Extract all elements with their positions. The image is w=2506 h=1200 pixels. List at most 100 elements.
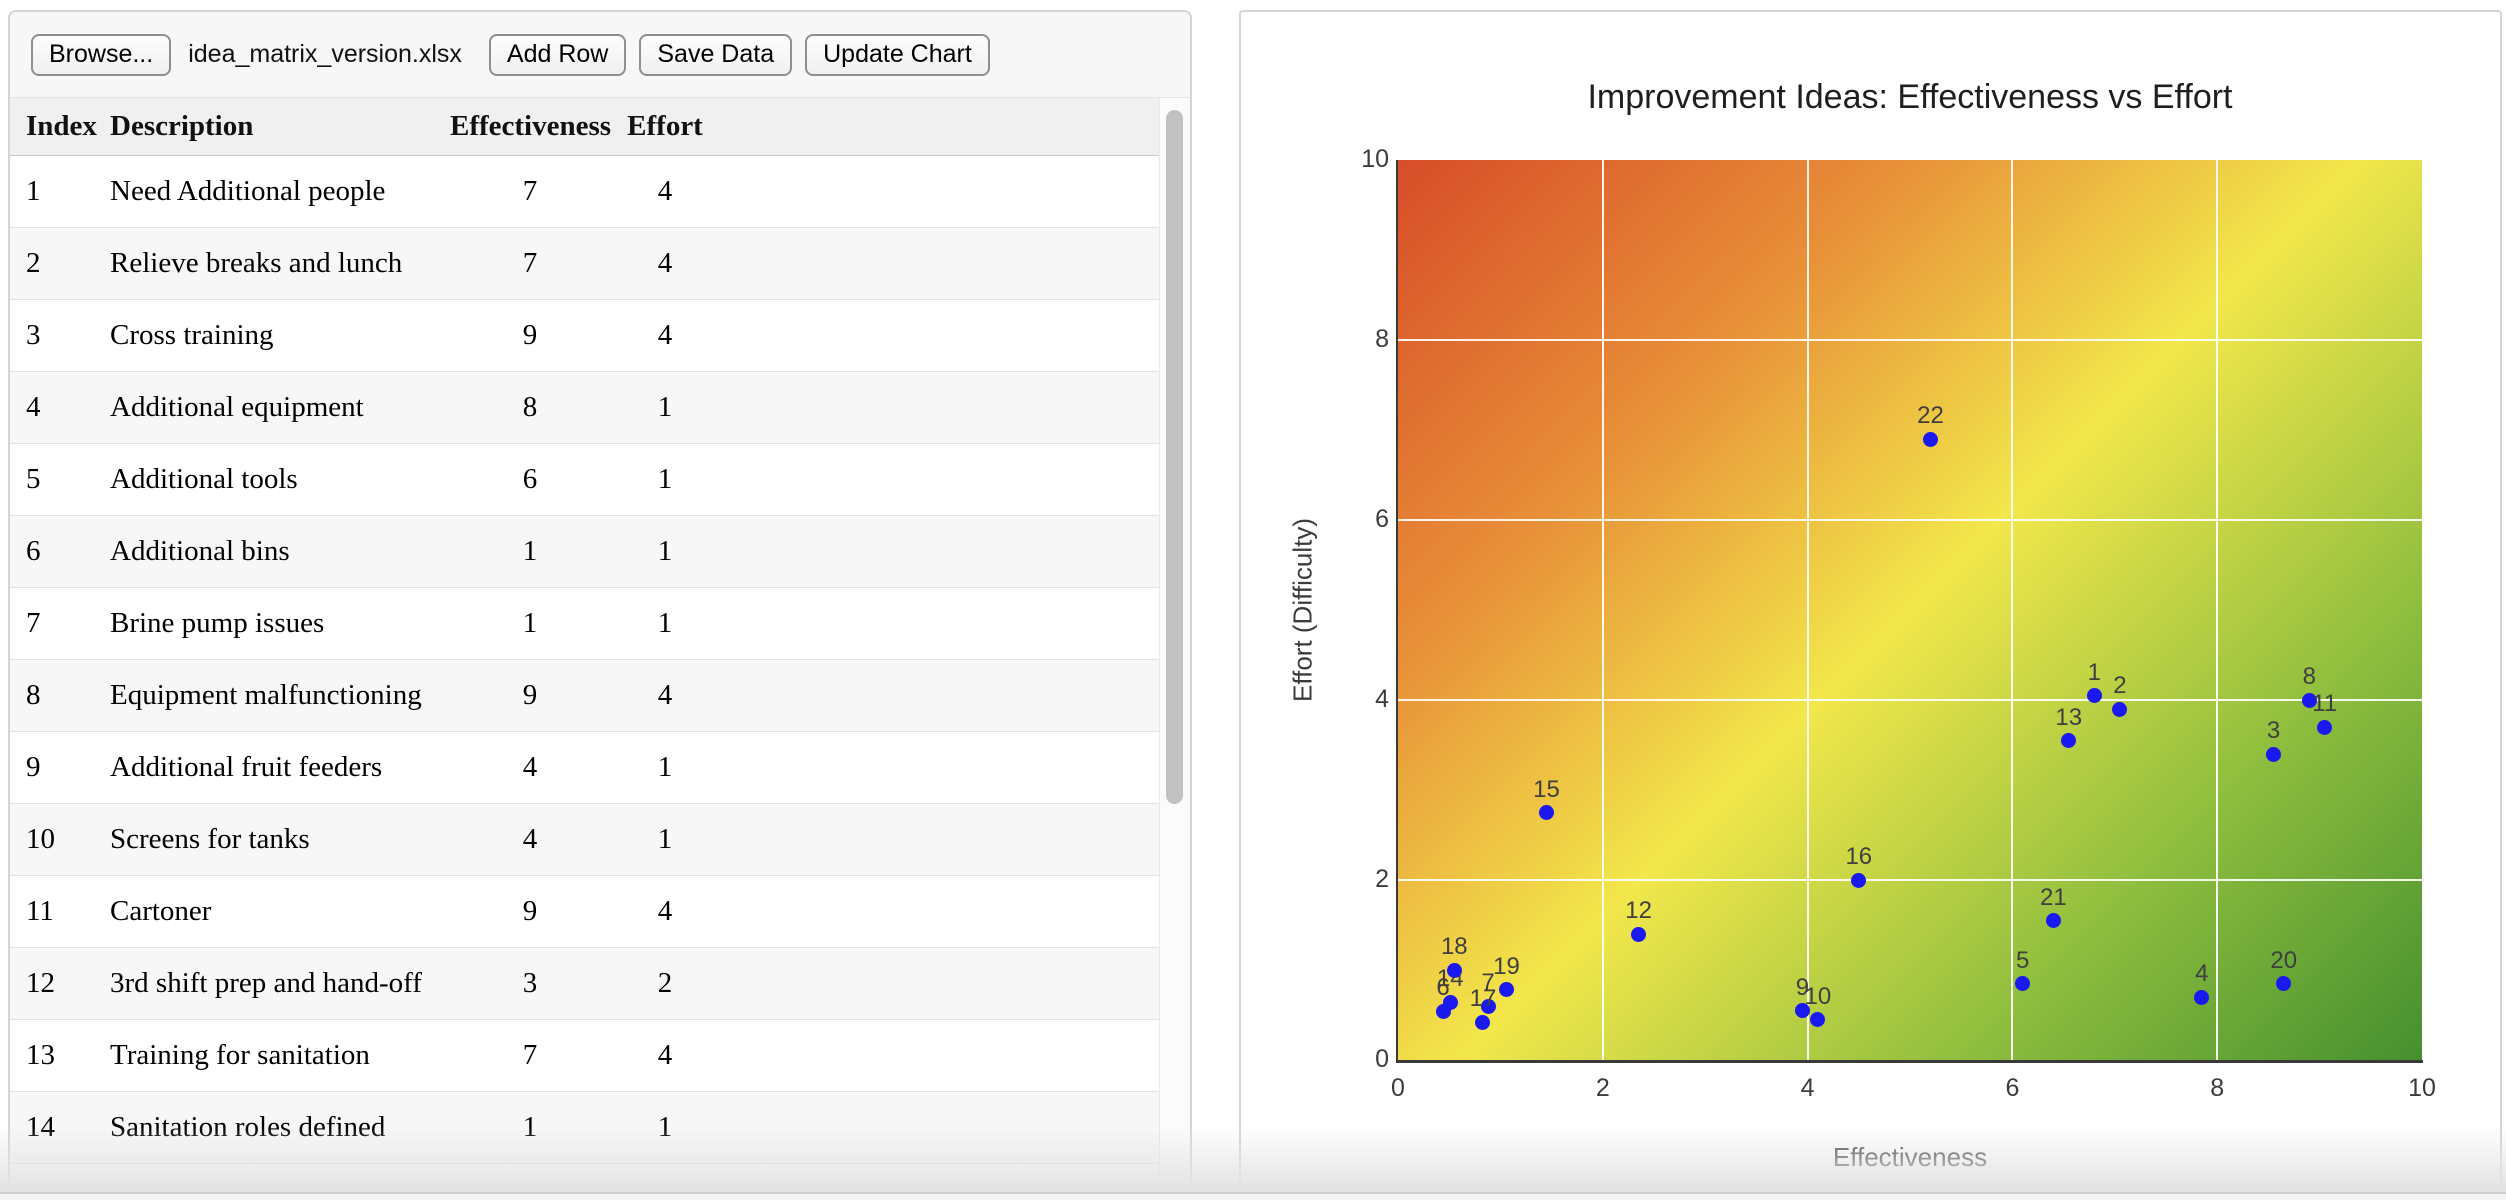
column-header-effectiveness: Effectiveness — [450, 110, 612, 142]
scatter-point-label-10: 10 — [1804, 982, 1832, 1010]
table-row[interactable]: 3 Cross training 9 4 — [10, 300, 1164, 372]
gridline-horizontal — [1398, 699, 2422, 701]
scatter-point-label-18: 18 — [1440, 933, 1468, 960]
cell-effort: 2 — [657, 967, 673, 999]
x-axis-spine — [1396, 1060, 2423, 1063]
cell-effectiveness: 9 — [522, 319, 538, 351]
filename-label: idea_matrix_version.xlsx — [188, 40, 462, 68]
table-row[interactable]: 4 Additional equipment 8 1 — [10, 372, 1164, 444]
cell-effectiveness: 7 — [522, 175, 538, 207]
scatter-point-label-20: 20 — [2270, 946, 2298, 974]
scatter-point-8 — [2301, 692, 2317, 708]
table-row[interactable]: 5 Additional tools 6 1 — [10, 444, 1164, 516]
cell-effort: 1 — [657, 463, 673, 495]
table-row[interactable]: 7 Brine pump issues 1 1 — [10, 588, 1164, 660]
cell-index: 9 — [26, 751, 41, 783]
table-row[interactable]: 6 Additional bins 1 1 — [10, 516, 1164, 588]
cell-index: 4 — [26, 391, 41, 423]
scatter-point-label-2: 2 — [2113, 672, 2127, 699]
cell-index: 10 — [26, 823, 55, 855]
table-row[interactable]: 11 Cartoner 9 4 — [10, 876, 1164, 948]
scatter-point-label-13: 13 — [2055, 703, 2083, 731]
cell-description: Sanitation roles defined — [110, 1111, 386, 1143]
scatter-point-14 — [1442, 994, 1458, 1010]
cell-description: Equipment malfunctioning — [110, 679, 422, 711]
chart-plot-area: 1 2 3 4 5 6 7 8 9 10 11 12 13 14 15 16 17 18 19 20 21 22 — [1398, 160, 2422, 1060]
cell-effectiveness: 9 — [522, 895, 538, 927]
cell-description: Cross training — [110, 319, 274, 351]
cell-effectiveness: 7 — [522, 247, 538, 279]
table-scrollbar-track[interactable] — [1159, 98, 1190, 1186]
table-row[interactable]: 14 Sanitation roles defined 1 1 — [10, 1092, 1164, 1164]
cell-index: 7 — [26, 607, 41, 639]
cell-effectiveness: 4 — [522, 823, 538, 855]
scatter-point-5 — [2015, 976, 2031, 991]
cell-effort: 4 — [657, 679, 673, 711]
table-body: 1 Need Additional people 7 4 2 Relieve breaks… — [10, 156, 1164, 1164]
scatter-point-7 — [1480, 998, 1496, 1014]
table-row[interactable]: 1 Need Additional people 7 4 — [10, 156, 1164, 228]
table-row[interactable]: 12 3rd shift prep and hand-off 3 2 — [10, 948, 1164, 1020]
chart-panel: Improvement Ideas: Effectiveness vs Effo… — [1239, 10, 2502, 1192]
scatter-point-10 — [1810, 1012, 1826, 1027]
save-data-button[interactable]: Save Data — [639, 33, 793, 76]
table-row[interactable]: 2 Relieve breaks and lunch 7 4 — [10, 228, 1164, 300]
cell-effectiveness: 3 — [522, 967, 538, 999]
gridline-horizontal — [1398, 339, 2422, 341]
scatter-point-label-12: 12 — [1625, 897, 1652, 924]
scatter-point-17 — [1475, 1014, 1491, 1030]
table-row[interactable]: 13 Training for sanitation 7 4 — [10, 1020, 1164, 1092]
table-scrollbar-thumb[interactable] — [1166, 110, 1183, 804]
cell-index: 2 — [26, 247, 41, 279]
update-chart-button[interactable]: Update Chart — [805, 33, 990, 76]
x-tick-label: 10 — [2408, 1074, 2436, 1102]
x-tick-label: 8 — [2210, 1074, 2225, 1102]
y-tick-label: 4 — [1375, 685, 1389, 713]
cell-effectiveness: 8 — [522, 391, 538, 423]
cell-effort: 1 — [657, 607, 673, 639]
scatter-point-15 — [1538, 805, 1554, 820]
y-tick-label: 8 — [1375, 325, 1389, 353]
cell-index: 14 — [26, 1111, 55, 1143]
chart-title: Improvement Ideas: Effectiveness vs Effo… — [1587, 78, 2233, 116]
cell-index: 8 — [26, 679, 41, 711]
y-axis-spine — [1396, 160, 1398, 1063]
cell-description: Brine pump issues — [110, 607, 325, 639]
add-row-button[interactable]: Add Row — [488, 33, 627, 76]
scatter-point-label-19: 19 — [1493, 952, 1520, 980]
cell-description: Screens for tanks — [110, 823, 310, 855]
cell-effort: 4 — [657, 895, 673, 927]
cell-effort: 4 — [657, 1039, 673, 1071]
gridline-horizontal — [1398, 519, 2422, 521]
cell-effectiveness: 9 — [522, 679, 538, 711]
scatter-point-2 — [2112, 701, 2128, 717]
cell-index: 1 — [26, 175, 41, 207]
scatter-point-label-21: 21 — [2040, 883, 2067, 911]
gridline-vertical — [1806, 160, 1809, 1060]
cell-index: 13 — [26, 1039, 55, 1071]
scatter-point-18 — [1446, 962, 1462, 978]
y-tick-label: 6 — [1375, 505, 1389, 533]
scatter-point-12 — [1631, 926, 1647, 942]
cell-description: Additional bins — [110, 535, 290, 567]
scatter-point-label-4: 4 — [2195, 960, 2209, 987]
cell-effectiveness: 1 — [522, 535, 538, 567]
table-row[interactable]: 9 Additional fruit feeders 4 1 — [10, 732, 1164, 804]
scatter-point-label-1: 1 — [2087, 658, 2101, 686]
scatter-point-label-16: 16 — [1845, 843, 1873, 870]
browse-button[interactable]: Browse... — [31, 33, 172, 76]
cell-description: Additional fruit feeders — [110, 751, 383, 783]
x-axis-label: Effectiveness — [1832, 1142, 1988, 1172]
gridline-vertical — [1601, 160, 1604, 1060]
table-row[interactable]: 10 Screens for tanks 4 1 — [10, 804, 1164, 876]
table-row[interactable]: 8 Equipment malfunctioning 9 4 — [10, 660, 1164, 732]
cell-description: Cartoner — [110, 895, 212, 927]
cell-description: Training for sanitation — [110, 1039, 370, 1071]
table-header: Index Description Effectiveness Effort — [10, 98, 1164, 156]
cell-index: 3 — [26, 319, 41, 351]
scatter-point-3 — [2266, 746, 2282, 762]
cell-effectiveness: 7 — [522, 1039, 538, 1071]
x-tick-label: 4 — [1800, 1074, 1815, 1102]
y-tick-label: 0 — [1375, 1045, 1389, 1073]
